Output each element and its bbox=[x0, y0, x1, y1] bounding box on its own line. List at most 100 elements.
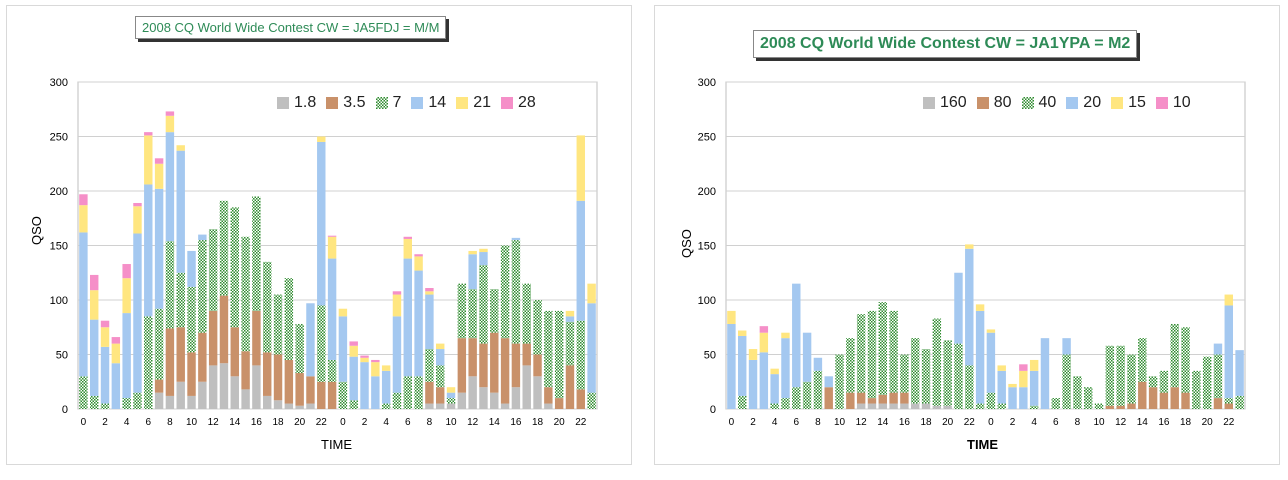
bar-segment-80 bbox=[878, 394, 887, 404]
x-tick-label: 2 bbox=[102, 417, 108, 428]
bar-segment-7 bbox=[425, 349, 434, 382]
bar-segment-20 bbox=[975, 310, 985, 404]
bar-segment-28 bbox=[392, 291, 402, 295]
bar-segment-7 bbox=[273, 294, 283, 355]
bar-segment-14 bbox=[79, 232, 88, 377]
legend-swatch bbox=[501, 97, 513, 109]
bar-segment-21 bbox=[144, 135, 153, 185]
bar-segment-14 bbox=[133, 233, 142, 393]
bar-segment-7 bbox=[490, 289, 499, 333]
x-tick-label: 16 bbox=[899, 417, 911, 428]
bar-segment-21 bbox=[338, 308, 348, 317]
bar-segment-20 bbox=[954, 272, 963, 344]
bar-segment-14 bbox=[327, 258, 337, 360]
bar-segment-80 bbox=[1138, 381, 1147, 409]
y-tick-label: 50 bbox=[56, 350, 68, 362]
bar-segment-40 bbox=[1202, 356, 1212, 409]
bar-segment-80 bbox=[1116, 405, 1125, 409]
bar-segment-80 bbox=[867, 398, 877, 404]
legend-item: 21 bbox=[456, 94, 491, 112]
bar-segment-21 bbox=[414, 256, 423, 271]
bar-segment-15 bbox=[1029, 359, 1039, 371]
chart-title: 2008 CQ World Wide Contest CW = JA1YPA =… bbox=[753, 30, 1138, 58]
bar-segment-20 bbox=[748, 359, 758, 409]
legend-label: 40 bbox=[1038, 94, 1057, 111]
x-tick-label: 22 bbox=[575, 417, 587, 428]
bar-segment-160 bbox=[921, 403, 931, 409]
bar-segment-14 bbox=[317, 141, 326, 306]
y-tick-label: 300 bbox=[698, 77, 716, 89]
x-tick-label: 6 bbox=[794, 417, 800, 428]
bar-segment-14 bbox=[587, 303, 596, 393]
bar-segment-20 bbox=[986, 332, 996, 393]
bar-segment-20 bbox=[824, 376, 833, 388]
y-tick-label: 200 bbox=[50, 186, 68, 198]
legend-label: 10 bbox=[1172, 94, 1191, 111]
bar-segment-80 bbox=[824, 387, 833, 409]
bar-segment-40 bbox=[965, 365, 974, 409]
x-tick-label: 16 bbox=[251, 417, 263, 428]
x-tick-label: 20 bbox=[1202, 417, 1214, 428]
bar-segment-15 bbox=[1019, 370, 1028, 388]
bar-segment-20 bbox=[1224, 305, 1233, 399]
bar-segment-21 bbox=[327, 236, 337, 259]
bar-segment-21 bbox=[468, 250, 477, 255]
bar-segment-7 bbox=[230, 207, 239, 328]
legend-swatch bbox=[1111, 97, 1124, 109]
x-tick-label: 22 bbox=[316, 417, 328, 428]
bar-segment-40 bbox=[867, 310, 877, 399]
x-tick-label: 16 bbox=[1158, 417, 1170, 428]
x-tick-label: 18 bbox=[272, 417, 284, 428]
bar-segment-28 bbox=[90, 274, 99, 291]
x-tick-label: 2 bbox=[362, 417, 368, 428]
bar-segment-3.5 bbox=[176, 327, 185, 382]
bar-segment-1.8 bbox=[446, 403, 456, 409]
legend-item: 14 bbox=[411, 94, 446, 112]
bar-segment-3.5 bbox=[490, 332, 499, 393]
bar-segment-40 bbox=[889, 310, 898, 393]
legend-item: 15 bbox=[1111, 94, 1146, 112]
bar-segment-7 bbox=[100, 403, 110, 409]
bar-segment-3.5 bbox=[165, 328, 175, 396]
y-tick-label: 150 bbox=[50, 241, 68, 253]
bar-segment-21 bbox=[425, 291, 434, 295]
legend-swatch bbox=[411, 97, 424, 109]
bar-segment-7 bbox=[436, 365, 445, 388]
bar-segment-7 bbox=[327, 359, 337, 382]
x-tick-label: 12 bbox=[467, 417, 479, 428]
x-tick-label: 14 bbox=[1137, 417, 1149, 428]
y-tick-label: 50 bbox=[704, 350, 716, 362]
chart-svg-ja1ypa: 0 50 100 150 200 250 300 0 2 4 6 8 10 12 14 16 18 20 22 0 2 4… bbox=[698, 77, 1246, 428]
bar-segment-80 bbox=[1127, 403, 1136, 409]
bar-segment-3.5 bbox=[522, 343, 531, 366]
legend-swatch bbox=[326, 97, 339, 109]
bar-segment-14 bbox=[425, 294, 434, 350]
bar-segment-40 bbox=[1116, 345, 1125, 406]
chart-title: 2008 CQ World Wide Contest CW = JA5FDJ =… bbox=[135, 16, 447, 39]
bar-segment-3.5 bbox=[284, 359, 294, 404]
bar-segment-3.5 bbox=[500, 338, 510, 404]
bar-segment-7 bbox=[349, 400, 358, 409]
bar-segment-14 bbox=[176, 150, 185, 273]
bar-segment-1.8 bbox=[273, 400, 283, 409]
bar-segment-40 bbox=[1084, 387, 1093, 409]
bar-segment-14 bbox=[122, 313, 131, 399]
x-tick-label: 0 bbox=[729, 417, 735, 428]
y-tick-label: 150 bbox=[698, 241, 716, 253]
bar-segment-40 bbox=[738, 395, 747, 409]
bar-segment-15 bbox=[965, 244, 974, 249]
bar-segment-40 bbox=[802, 381, 812, 409]
bar-segment-7 bbox=[500, 245, 510, 339]
bar-segment-15 bbox=[727, 310, 736, 324]
bar-segment-40 bbox=[1029, 405, 1039, 409]
y-tick-label: 0 bbox=[710, 404, 716, 416]
bar-segment-1.8 bbox=[511, 387, 521, 409]
bar-segment-7 bbox=[533, 300, 542, 355]
bar-segment-14 bbox=[436, 349, 445, 366]
x-tick-label: 8 bbox=[815, 417, 821, 428]
legend-label: 14 bbox=[428, 94, 447, 111]
bar-segment-3.5 bbox=[576, 389, 585, 409]
bar-segment-20 bbox=[1029, 370, 1039, 406]
bar-segment-28 bbox=[111, 337, 121, 344]
legend-swatch bbox=[1155, 97, 1168, 109]
